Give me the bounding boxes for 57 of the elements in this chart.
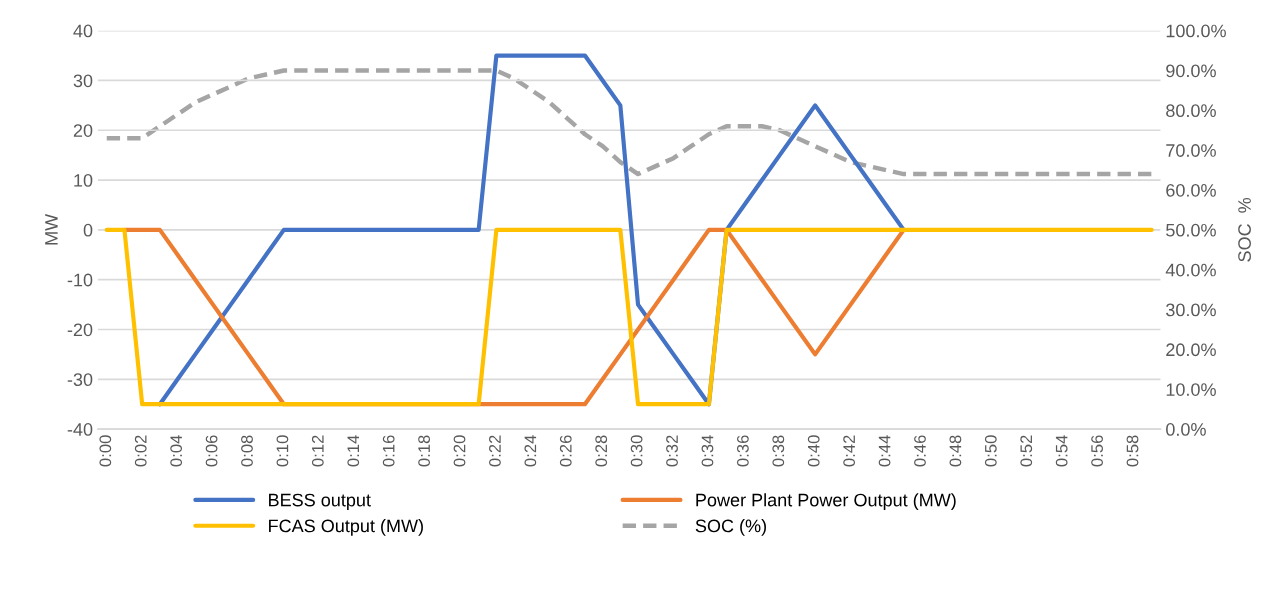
y-tick-label: 40	[73, 24, 93, 38]
x-tick-label: 0:16	[382, 435, 395, 467]
y-tick-label: 0	[83, 223, 93, 237]
x-tick-label: 0:40	[807, 435, 820, 467]
x-tick-label: 0:02	[134, 435, 147, 467]
y2-tick-label: 0.0%	[1166, 423, 1206, 436]
y2-tick-label: 60.0%	[1166, 183, 1216, 197]
x-tick-label: 0:26	[559, 435, 572, 467]
y2-tick-label: 40.0%	[1165, 263, 1216, 277]
x-tick-label: 0:56	[1091, 435, 1103, 467]
line-series	[104, 68, 1154, 177]
x-tick-label: 0:30	[630, 435, 643, 467]
x-tick-label: 0:06	[205, 435, 218, 467]
y-tick-label: -20	[67, 323, 93, 337]
x-tick-label: 0:04	[170, 435, 183, 467]
y-tick-label: 30	[73, 74, 93, 88]
legend-label: Power Plant Power Output (MW)	[696, 493, 956, 510]
x-tick-label: 0:14	[347, 435, 360, 467]
legend-label: FCAS Output (MW)	[269, 519, 423, 536]
y-tick-label: -10	[67, 273, 93, 287]
y2-tick-label: 30.0%	[1166, 303, 1216, 317]
y2-tick-label: 20.0%	[1166, 343, 1216, 357]
y-tick-label: -40	[67, 423, 93, 436]
y2-tick-label: 100.0%	[1166, 24, 1226, 38]
x-tick-label: 0:38	[772, 435, 785, 467]
x-tick-label: 0:48	[949, 435, 962, 467]
y-tick-label: -30	[67, 373, 93, 387]
x-tick-label: 0:44	[878, 435, 891, 467]
x-tick-label: 0:20	[453, 435, 466, 467]
x-tick-label: 0:58	[1126, 435, 1139, 467]
x-tick-label: 0:24	[524, 435, 537, 467]
y2-tick-label: 70.0%	[1166, 144, 1216, 157]
legend-label: SOC (%)	[695, 519, 766, 536]
y2-tick-label: 10.0%	[1166, 383, 1216, 396]
x-tick-label: 0:46	[914, 435, 926, 467]
x-tick-label: 0:08	[241, 435, 253, 467]
y-tick-label: 20	[73, 124, 93, 137]
x-tick-label: 0:34	[701, 435, 714, 467]
x-tick-label: 0:32	[666, 435, 678, 467]
x-tick-label: 0:36	[736, 435, 749, 467]
y-axis-title: MW	[45, 213, 58, 245]
y2-tick-label: 80.0%	[1166, 104, 1216, 118]
legend-label: BESS output	[269, 493, 371, 510]
x-tick-label: 0:10	[276, 435, 289, 467]
x-tick-label: 0:42	[843, 435, 856, 467]
x-tick-label: 0:12	[311, 435, 324, 467]
x-tick-label: 0:22	[489, 435, 501, 467]
y2-tick-label: 90.0%	[1166, 64, 1216, 78]
x-tick-label: 0:50	[984, 435, 997, 467]
x-tick-label: 0:54	[1055, 435, 1068, 467]
x-tick-label: 0:18	[418, 435, 430, 467]
x-tick-label: 0:52	[1020, 435, 1033, 467]
y2-axis-title: SOC %	[1238, 197, 1251, 262]
y-tick-label: 10	[74, 174, 93, 187]
x-tick-label: 0:28	[595, 435, 608, 467]
x-tick-label: 0:00	[99, 435, 112, 467]
y2-tick-label: 50.0%	[1166, 223, 1216, 237]
